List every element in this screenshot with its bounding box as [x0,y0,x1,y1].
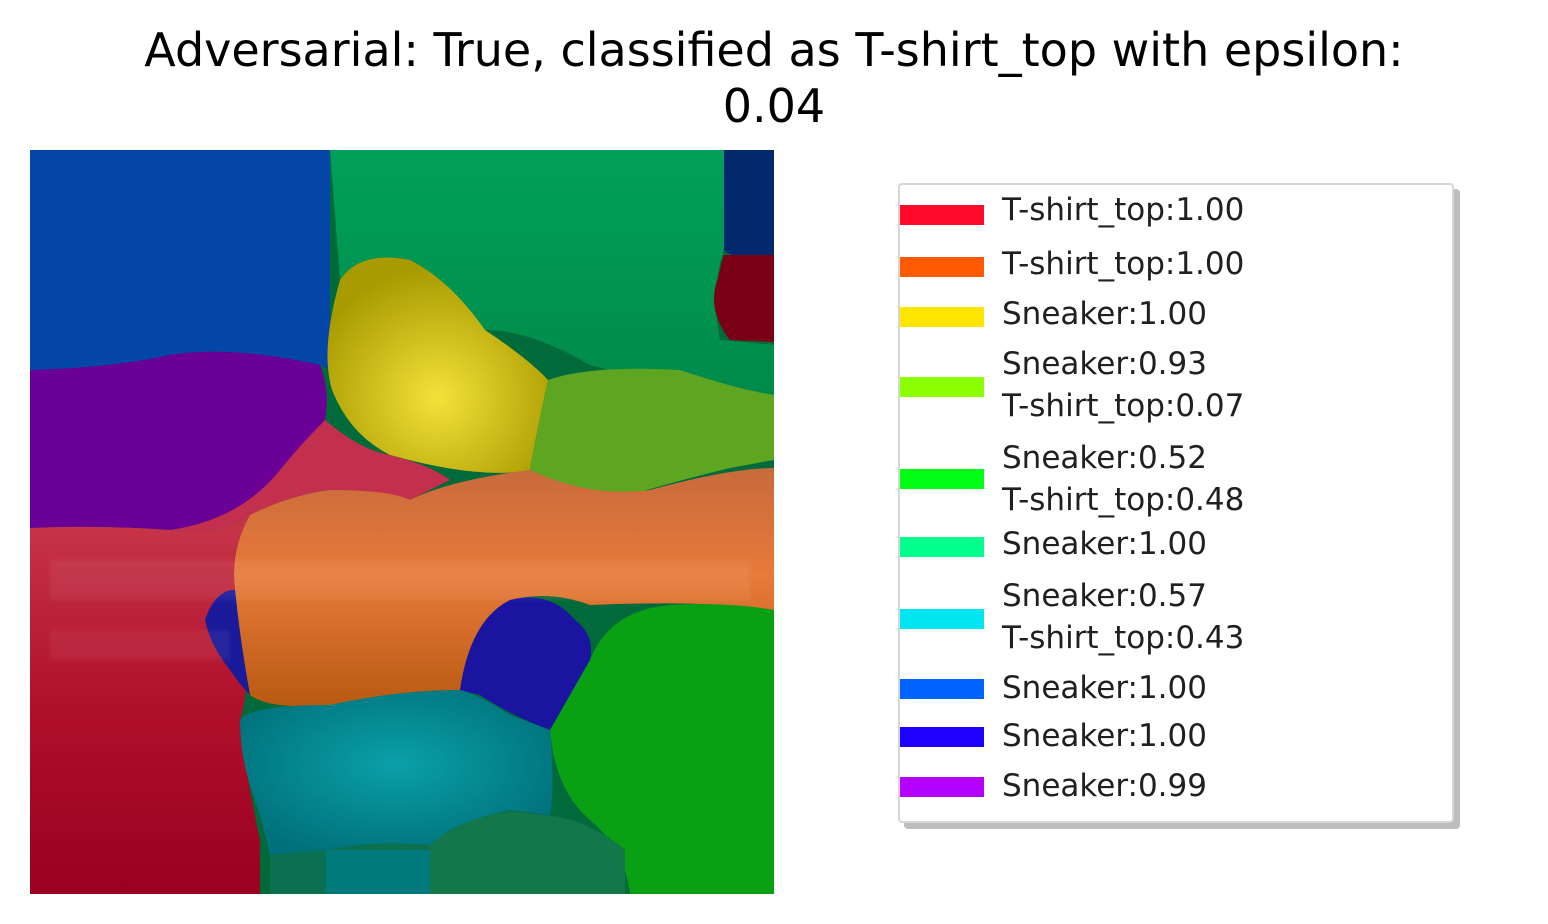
legend-label: Sneaker:0.57 [1002,578,1207,614]
legend-label: Sneaker:1.00 [1002,718,1207,754]
title-line-2: 0.04 [722,79,826,133]
legend-label: Sneaker:1.00 [1002,526,1207,562]
legend-label: Sneaker:1.00 [1002,670,1207,706]
legend-swatch-2 [900,307,984,327]
segmentation-image [30,150,774,894]
legend-label: T-shirt_top:0.43 [1002,620,1245,656]
green-region [550,604,774,894]
teal-region [330,150,774,395]
legend-swatch-3 [900,377,984,397]
navy-region [724,150,774,257]
legend-swatch-5 [900,537,984,557]
legend-swatch-4 [900,469,984,489]
legend-label: Sneaker:0.99 [1002,768,1207,804]
legend-swatch-1 [900,257,984,277]
legend-label: T-shirt_top:0.48 [1002,482,1245,518]
legend-label: Sneaker:0.52 [1002,440,1207,476]
cyan-region [240,690,553,855]
red-region [30,515,260,894]
legend-label: T-shirt_top:1.00 [1002,246,1245,282]
purple-region [30,351,327,532]
yellow-region [327,257,548,473]
legend: T-shirt_top:1.00 T-shirt_top:1.00 Sneake… [898,183,1454,823]
blue-region [30,150,330,370]
darkred-region [714,255,774,342]
figure-title: Adversarial: True, classified as T-shirt… [0,22,1548,134]
legend-swatch-8 [900,727,984,747]
legend-swatch-0 [900,205,984,225]
legend-swatch-6 [900,609,984,629]
legend-label: Sneaker:0.93 [1002,346,1207,382]
blue-blob-region [460,597,591,730]
legend-label: Sneaker:1.00 [1002,296,1207,332]
title-line-1: Adversarial: True, classified as T-shirt… [144,23,1404,77]
legend-swatch-9 [900,777,984,797]
legend-swatch-7 [900,679,984,699]
legend-label: T-shirt_top:1.00 [1002,192,1245,228]
legend-label: T-shirt_top:0.07 [1002,388,1245,424]
lightgreen-region [530,368,774,495]
